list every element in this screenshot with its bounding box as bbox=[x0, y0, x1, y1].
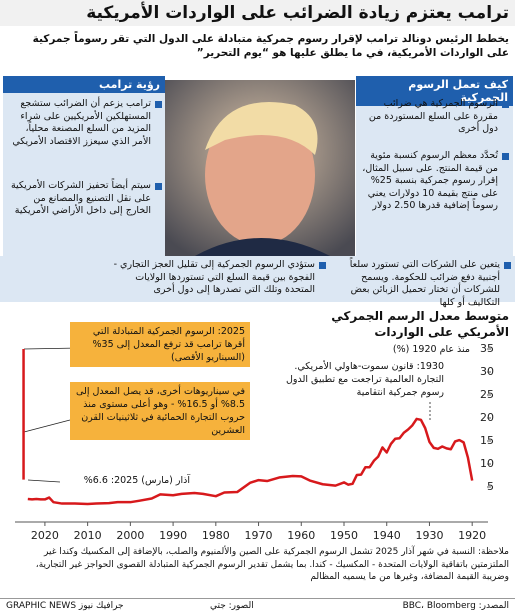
band bbox=[0, 256, 515, 302]
photo-credit: الصور: جتي bbox=[210, 601, 254, 611]
x-tick-label: 2020 bbox=[31, 529, 59, 542]
x-tick-label: 1930 bbox=[415, 529, 443, 542]
x-tick-label: 1980 bbox=[202, 529, 230, 542]
point: الرسوم الجمركية هي ضرائب مقررة على السلع… bbox=[358, 98, 510, 136]
x-tick-label: 1940 bbox=[373, 529, 401, 542]
point: يتعين على الشركات التي تستورد سلعاً أجنب… bbox=[332, 259, 512, 309]
x-tick-label: 1990 bbox=[159, 529, 187, 542]
panel-heading: كيف تعمل الرسوم الجمركية bbox=[356, 76, 513, 106]
connector bbox=[23, 419, 71, 433]
point: تُحدَّد معظم الرسوم كنسبة مئوية من قيمة … bbox=[358, 150, 510, 213]
title: ترامب يعتزم زيادة الضرائب على الواردات ا… bbox=[86, 3, 509, 23]
annotation: 2025: الرسوم الجمركية المتبادلة التي أقر… bbox=[70, 322, 250, 367]
credit: GRAPHIC NEWS جرافيك نيوز bbox=[6, 601, 124, 611]
subtitle: يخطط الرئيس دونالد ترامب لإقرار رسوم جمر… bbox=[32, 33, 509, 59]
x-tick-label: 2000 bbox=[116, 529, 144, 542]
panel-vision: رؤية ترامب bbox=[3, 76, 165, 258]
x-tick-label: 1960 bbox=[287, 529, 315, 542]
photo bbox=[165, 80, 355, 256]
point: سيتم أيضاً تحفيز الشركات الأمريكية على ن… bbox=[6, 180, 163, 218]
point: ترامب يزعم أن الضرائب ستشجع المستهلكين ا… bbox=[6, 98, 163, 148]
chart-title: متوسط معدل الرسم الجمركي الأمريكي على ال… bbox=[331, 309, 509, 339]
annotation: آذار (مارس) 2025: 6.6% bbox=[83, 475, 190, 486]
connector bbox=[27, 479, 61, 483]
x-tick-label: 2010 bbox=[74, 529, 102, 542]
x-tick-label: 1970 bbox=[245, 529, 273, 542]
source: المصدر: BBC، Bloomberg bbox=[402, 601, 509, 611]
x-tick-label: 1950 bbox=[330, 529, 358, 542]
x-tick-label: 1920 bbox=[458, 529, 486, 542]
panel-heading: رؤية ترامب bbox=[3, 76, 165, 93]
annotation: في سيناريوهات أخرى، قد يصل المعدل إلى 8.… bbox=[70, 382, 250, 440]
note: ملاحظة: النسبة في شهر آذار 2025 تشمل الر… bbox=[35, 547, 509, 582]
annotation: 1930: قانون سموت-هاولي الأمريكي. التجارة… bbox=[285, 361, 444, 398]
footer bbox=[0, 598, 515, 616]
chart-subtitle: منذ عام 1920 (%) bbox=[392, 344, 470, 355]
panel-how: كيف تعمل الرسوم الجمركية bbox=[356, 76, 513, 258]
data-line bbox=[27, 417, 474, 506]
point: ستؤدي الرسوم الجمركية إلى تقليل العجز ال… bbox=[112, 259, 327, 297]
